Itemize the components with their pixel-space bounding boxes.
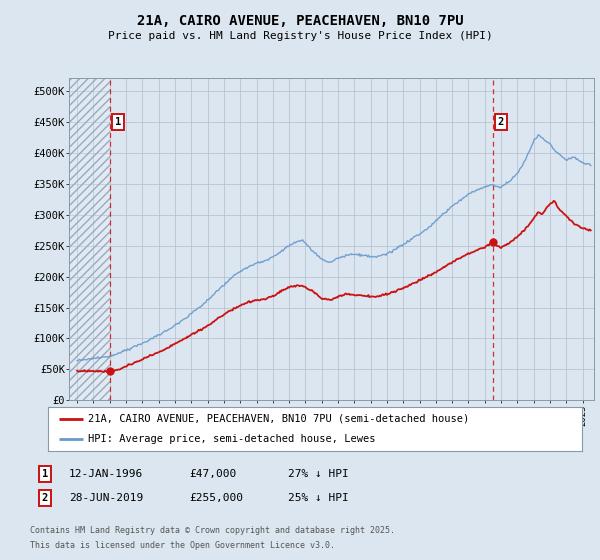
Text: 21A, CAIRO AVENUE, PEACEHAVEN, BN10 7PU: 21A, CAIRO AVENUE, PEACEHAVEN, BN10 7PU <box>137 14 463 28</box>
Text: 1: 1 <box>115 116 122 127</box>
Text: 2: 2 <box>497 116 504 127</box>
Text: 28-JUN-2019: 28-JUN-2019 <box>69 493 143 503</box>
Text: 2: 2 <box>42 493 48 503</box>
Text: 12-JAN-1996: 12-JAN-1996 <box>69 469 143 479</box>
Text: This data is licensed under the Open Government Licence v3.0.: This data is licensed under the Open Gov… <box>30 541 335 550</box>
Text: £47,000: £47,000 <box>189 469 236 479</box>
Bar <box>69 78 110 400</box>
Text: HPI: Average price, semi-detached house, Lewes: HPI: Average price, semi-detached house,… <box>88 434 376 444</box>
Text: Price paid vs. HM Land Registry's House Price Index (HPI): Price paid vs. HM Land Registry's House … <box>107 31 493 41</box>
Text: 1: 1 <box>42 469 48 479</box>
Text: 25% ↓ HPI: 25% ↓ HPI <box>288 493 349 503</box>
Text: £255,000: £255,000 <box>189 493 243 503</box>
Text: 27% ↓ HPI: 27% ↓ HPI <box>288 469 349 479</box>
Bar <box>69 78 110 400</box>
Text: Contains HM Land Registry data © Crown copyright and database right 2025.: Contains HM Land Registry data © Crown c… <box>30 526 395 535</box>
Text: 21A, CAIRO AVENUE, PEACEHAVEN, BN10 7PU (semi-detached house): 21A, CAIRO AVENUE, PEACEHAVEN, BN10 7PU … <box>88 414 469 424</box>
